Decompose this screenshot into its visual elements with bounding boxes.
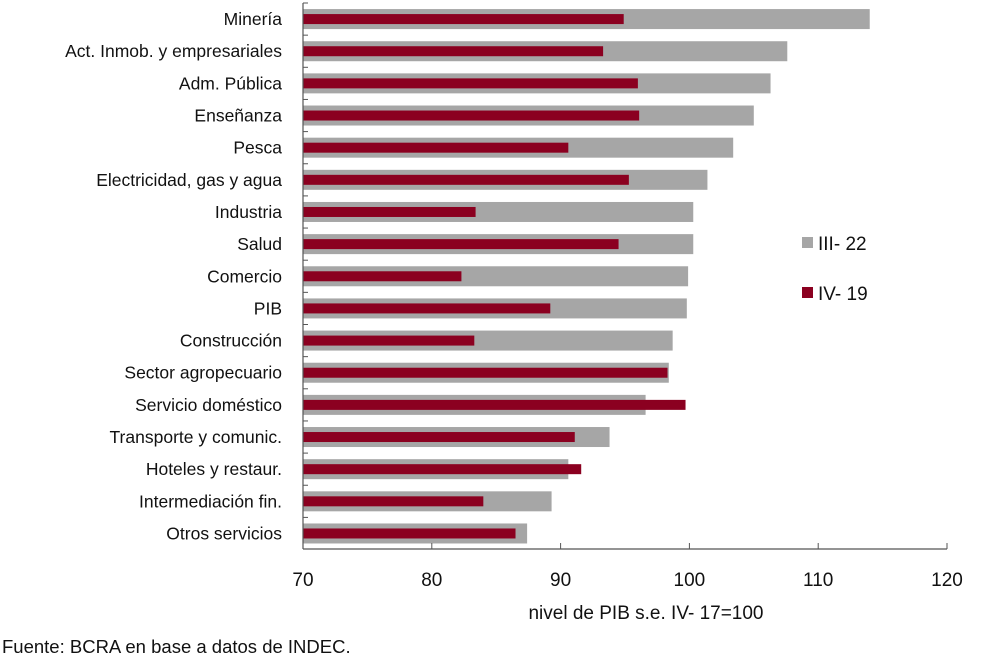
x-tick-label-100: 100 xyxy=(674,570,706,591)
bar-iv-19-comercio xyxy=(303,271,462,282)
bar-iv-19-act-inmob-y-empresariales xyxy=(303,46,604,57)
category-label-industria: Industria xyxy=(215,202,282,222)
bar-iv-19-electricidad-gas-y-agua xyxy=(303,174,629,185)
category-label-construccion: Construcción xyxy=(180,331,282,351)
category-labels: Minería Act. Inmob. y empresariales Adm. P… xyxy=(65,9,282,543)
axes-layer xyxy=(302,2,948,550)
category-label-electricidad-gas-y-agua: Electricidad, gas y agua xyxy=(96,170,282,190)
bar-iv-19-pib xyxy=(303,303,551,314)
x-tick-label-90: 90 xyxy=(550,570,571,591)
legend-label-iv-19: IV- 19 xyxy=(818,284,868,305)
category-label-act-inmob-y-empresariales: Act. Inmob. y empresariales xyxy=(65,41,282,61)
category-label-sector-agropecuario: Sector agropecuario xyxy=(124,363,282,383)
bar-iv-19-industria xyxy=(303,206,476,217)
source-note: Fuente: BCRA en base a datos de INDEC. xyxy=(2,636,351,657)
category-label-servicio-domestico: Servicio doméstico xyxy=(135,395,282,415)
x-axis-label: nivel de PIB s.e. IV- 17=100 xyxy=(528,603,763,624)
category-label-mineria: Minería xyxy=(224,9,283,29)
category-label-salud: Salud xyxy=(237,234,282,254)
legend-swatch-iii-22 xyxy=(802,237,813,248)
category-label-pib: PIB xyxy=(254,298,282,318)
x-tick-labels: 70 80 90 100 110 120 xyxy=(292,570,962,591)
bar-iv-19-hoteles-y-restaur xyxy=(303,464,582,475)
bar-iv-19-servicio-domestico xyxy=(303,399,686,410)
bar-iv-19-adm-publica xyxy=(303,78,638,89)
category-label-comercio: Comercio xyxy=(207,266,282,286)
bars-layer xyxy=(303,9,870,544)
category-label-adm-publica: Adm. Pública xyxy=(179,73,282,93)
bar-iv-19-ensenanza xyxy=(303,110,640,121)
category-label-otros-servicios: Otros servicios xyxy=(166,523,282,543)
category-label-transporte-y-comunic: Transporte y comunic. xyxy=(110,427,282,447)
category-label-hoteles-y-restaur: Hoteles y restaur. xyxy=(146,459,282,479)
legend-swatch-iv-19 xyxy=(802,287,813,298)
x-tick-label-70: 70 xyxy=(292,570,313,591)
x-tick-label-120: 120 xyxy=(931,570,963,591)
bar-iv-19-transporte-y-comunic xyxy=(303,432,575,443)
bar-iv-19-construccion xyxy=(303,335,475,346)
category-label-intermediacion-fin: Intermediación fin. xyxy=(139,491,282,511)
bar-iv-19-otros-servicios xyxy=(303,528,516,539)
bar-iv-19-intermediacion-fin xyxy=(303,496,484,507)
bar-iv-19-salud xyxy=(303,239,619,250)
x-tick-label-80: 80 xyxy=(421,570,442,591)
bar-iv-19-pesca xyxy=(303,142,569,153)
category-label-ensenanza: Enseñanza xyxy=(194,106,282,126)
category-label-pesca: Pesca xyxy=(233,138,282,158)
bar-iv-19-sector-agropecuario xyxy=(303,367,668,378)
legend-label-iii-22: III- 22 xyxy=(818,234,867,255)
legend: III- 22 IV- 19 xyxy=(802,234,868,305)
x-tick-label-110: 110 xyxy=(803,570,833,591)
bar-iv-19-mineria xyxy=(303,14,624,25)
